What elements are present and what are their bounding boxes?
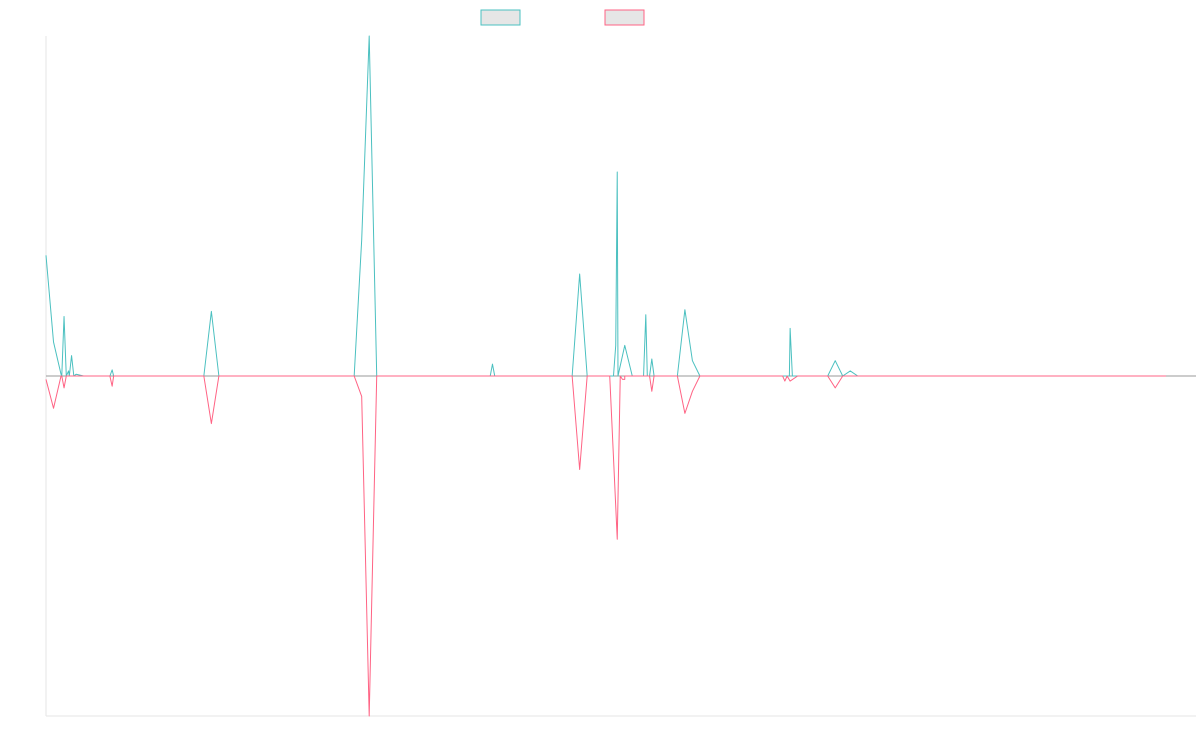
legend-swatch-1[interactable] <box>480 9 521 26</box>
series-group <box>45 35 1166 717</box>
series-line-1 <box>45 35 1166 377</box>
chart-legend <box>480 9 645 26</box>
series-line-2 <box>45 375 1166 717</box>
legend-swatch-2[interactable] <box>604 9 645 26</box>
